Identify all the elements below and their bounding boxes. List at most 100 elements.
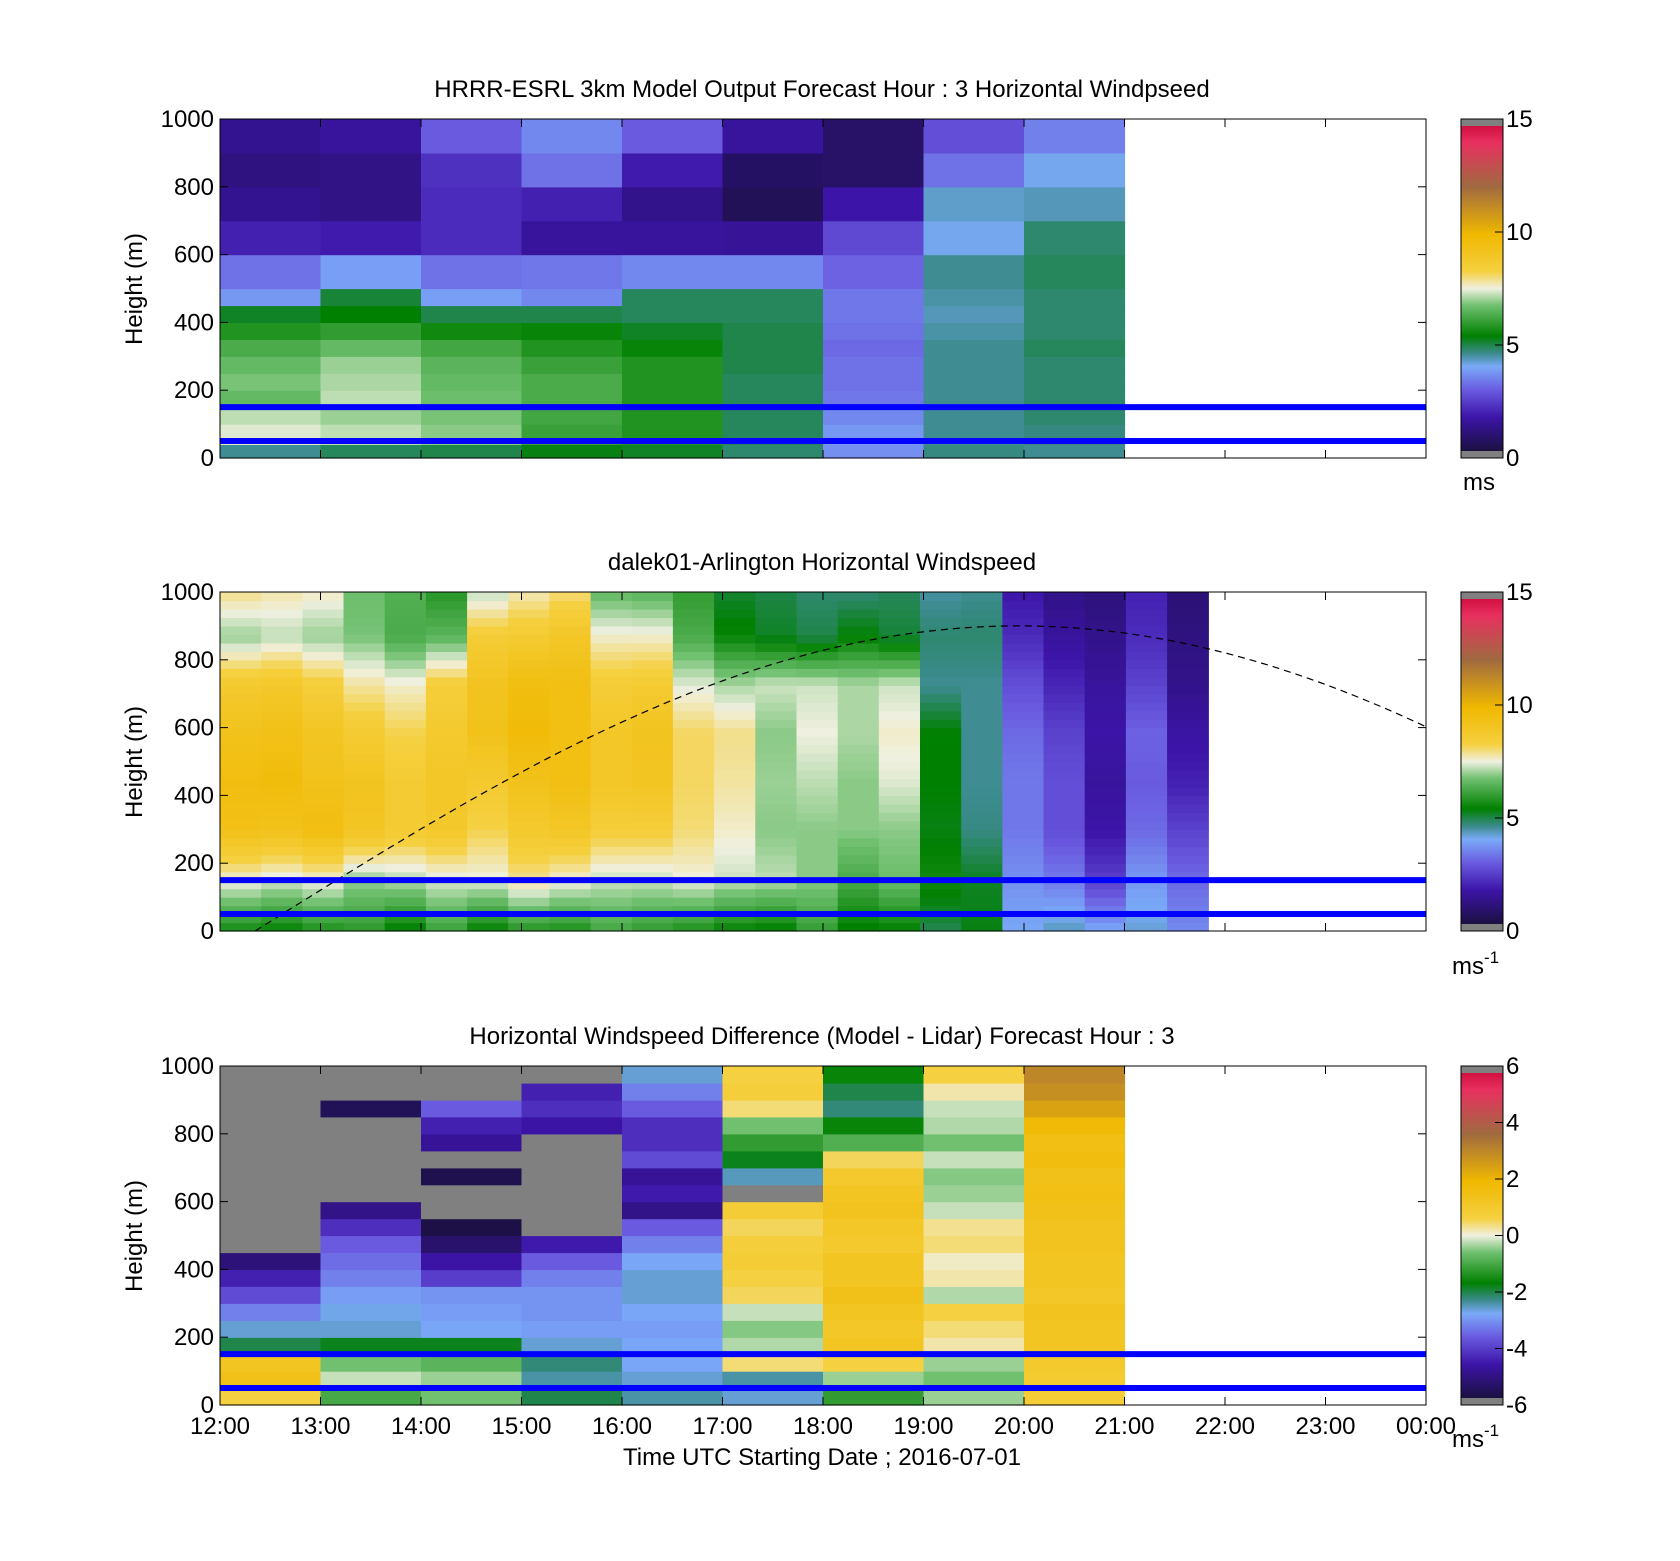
- heatmap-cell: [220, 617, 262, 627]
- heatmap-cell: [837, 897, 880, 907]
- heatmap-cell: [920, 753, 962, 763]
- heatmap-cell: [1125, 651, 1168, 661]
- heatmap-cell: [549, 719, 592, 729]
- heatmap-cell: [755, 820, 798, 830]
- heatmap-cell: [220, 1252, 322, 1271]
- heatmap-cell: [961, 863, 1003, 873]
- heatmap-cell: [1024, 407, 1126, 425]
- heatmap-cell: [261, 625, 303, 635]
- heatmap-cell: [672, 642, 715, 652]
- heatmap-cell: [590, 897, 633, 907]
- heatmap-cell: [220, 254, 322, 290]
- heatmap-cell: [1125, 812, 1168, 822]
- heatmap-cell: [220, 186, 322, 222]
- heatmap-cell: [302, 744, 345, 754]
- heatmap-cell: [467, 634, 509, 644]
- heatmap-cell: [302, 778, 345, 788]
- heatmap-cell: [467, 727, 509, 737]
- heatmap-cell: [837, 634, 880, 644]
- heatmap-cell: [384, 854, 427, 864]
- heatmap-cell: [837, 685, 880, 695]
- heatmap-cell: [384, 710, 427, 720]
- heatmap-cell: [920, 897, 962, 907]
- x-tick-label: 19:00: [893, 1413, 953, 1440]
- heatmap-cell: [508, 880, 550, 890]
- heatmap-cell: [521, 1184, 623, 1203]
- heatmap-cell: [837, 753, 880, 763]
- heatmap-cell: [631, 693, 674, 703]
- colorbar-tick-label: -4: [1506, 1336, 1527, 1363]
- heatmap-cell: [837, 770, 880, 780]
- heatmap-cell: [220, 625, 262, 635]
- heatmap-cell: [320, 1066, 422, 1084]
- heatmap-cell: [878, 820, 921, 830]
- heatmap-cell: [220, 1116, 322, 1135]
- heatmap-cell: [714, 820, 756, 830]
- heatmap-cell: [1024, 1269, 1126, 1287]
- heatmap-cell: [508, 651, 550, 661]
- heatmap-cell: [421, 1320, 523, 1338]
- heatmap-cell: [878, 668, 921, 678]
- heatmap-cell: [384, 846, 427, 856]
- heatmap-cell: [722, 1150, 824, 1169]
- heatmap-cell: [343, 702, 386, 712]
- heatmap-cell: [837, 905, 880, 915]
- heatmap-cell: [343, 625, 386, 635]
- panel-lidar-colorbar-ticks: 0 5 10 15: [1495, 579, 1533, 945]
- heatmap-cell: [343, 812, 386, 822]
- heatmap-cell: [1043, 592, 1086, 602]
- heatmap-cell: [421, 220, 523, 256]
- heatmap-cell: [1167, 727, 1209, 737]
- heatmap-cell: [1084, 736, 1127, 746]
- heatmap-cell: [421, 339, 523, 357]
- heatmap-cell: [1084, 820, 1127, 830]
- heatmap-cell: [549, 863, 592, 873]
- heatmap-cell: [1084, 625, 1127, 635]
- heatmap-cell: [320, 1218, 422, 1237]
- heatmap-cell: [796, 685, 839, 695]
- heatmap-cell: [622, 1116, 724, 1135]
- heatmap-cell: [467, 651, 509, 661]
- heatmap-cell: [549, 634, 592, 644]
- heatmap-cell: [508, 693, 550, 703]
- heatmap-cell: [920, 812, 962, 822]
- heatmap-cell: [823, 339, 925, 357]
- heatmap-cell: [823, 1235, 925, 1254]
- heatmap-cell: [622, 254, 724, 290]
- heatmap-cell: [1043, 659, 1086, 669]
- heatmap-cell: [714, 676, 756, 686]
- heatmap-cell: [1043, 685, 1086, 695]
- heatmap-cell: [672, 609, 715, 619]
- heatmap-cell: [421, 1303, 523, 1321]
- heatmap-cell: [320, 1201, 422, 1220]
- heatmap-cell: [1002, 719, 1045, 729]
- heatmap-cell: [425, 770, 468, 780]
- heatmap-cell: [823, 1184, 925, 1203]
- heatmap-cell: [384, 922, 427, 932]
- heatmap-cell: [261, 592, 303, 602]
- heatmap-cell: [622, 373, 724, 391]
- heatmap-cell: [631, 651, 674, 661]
- heatmap-cell: [590, 617, 633, 627]
- heatmap-cell: [714, 795, 756, 805]
- heatmap-cell: [796, 744, 839, 754]
- heatmap-cell: [590, 770, 633, 780]
- heatmap-cell: [631, 634, 674, 644]
- heatmap-cell: [508, 914, 550, 924]
- heatmap-cell: [823, 1099, 925, 1118]
- heatmap-cell: [796, 761, 839, 771]
- heatmap-cell: [302, 922, 345, 932]
- heatmap-cell: [722, 186, 824, 222]
- heatmap-cell: [961, 795, 1003, 805]
- heatmap-cell: [1167, 871, 1209, 881]
- heatmap-cell: [302, 761, 345, 771]
- heatmap-cell: [302, 905, 345, 915]
- heatmap-cell: [961, 685, 1003, 695]
- heatmap-cell: [343, 786, 386, 796]
- heatmap-cell: [961, 854, 1003, 864]
- heatmap-cell: [343, 854, 386, 864]
- heatmap-cell: [722, 1201, 824, 1220]
- heatmap-cell: [220, 905, 262, 915]
- panel-lidar-colorbar-unit: ms-1: [1452, 948, 1499, 980]
- heatmap-cell: [1084, 871, 1127, 881]
